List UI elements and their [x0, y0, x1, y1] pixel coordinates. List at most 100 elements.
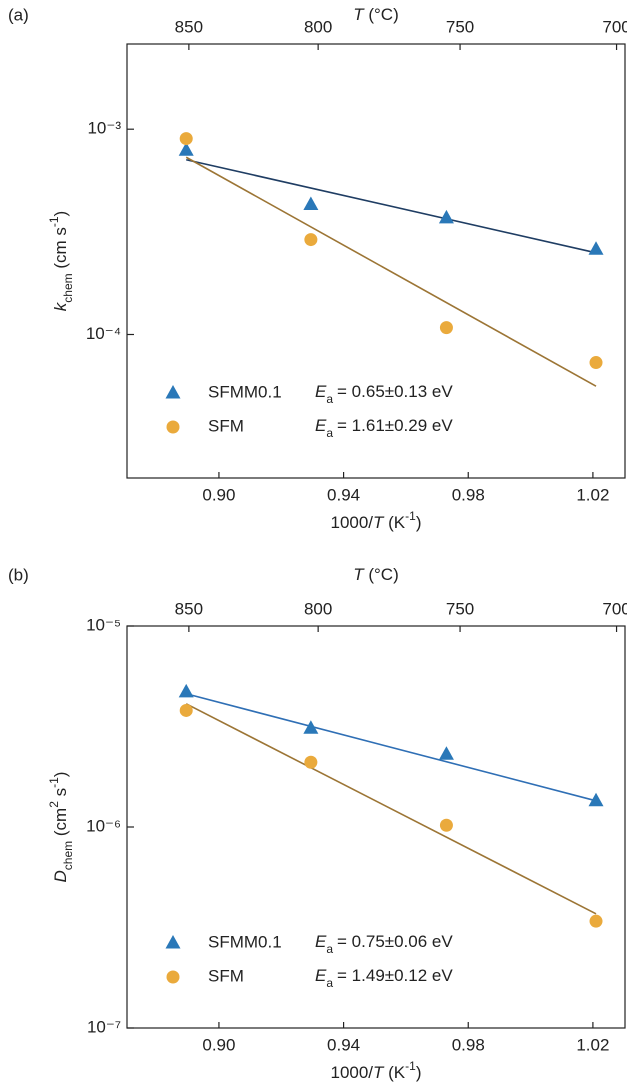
- text-part: (cm: [51, 808, 70, 841]
- legend-label: SFMM0.1: [208, 932, 282, 951]
- activation-energy: Ea = 1.61±0.29 eV: [315, 416, 453, 440]
- text-part: T: [353, 5, 365, 24]
- plot-frame: [126, 43, 626, 479]
- x2-tick-label: 700: [602, 17, 627, 36]
- circle-marker: [439, 818, 453, 832]
- circle-marker: [166, 970, 180, 984]
- circle-marker: [589, 914, 603, 928]
- text-part: T: [353, 565, 365, 584]
- panel: (b) 0.90 0.94 0.98 1.02 850 800 750 700 10⁻⁷ 10⁻⁶ 1…: [8, 565, 627, 1082]
- text-part: E: [315, 416, 327, 435]
- text-part: (°C): [364, 5, 399, 24]
- x-axis-label: 1000/T (K-1): [330, 509, 421, 532]
- text-part: T: [373, 513, 385, 532]
- panel-label: (b): [8, 565, 29, 584]
- text-part: (K: [383, 1063, 405, 1082]
- text-part: ): [51, 211, 70, 217]
- x2-tick-label: 850: [175, 17, 203, 36]
- triangle-marker: [588, 241, 604, 255]
- panel-label: (a): [8, 5, 29, 24]
- text-part: 1000/: [330, 513, 373, 532]
- y-tick-label: 10⁻⁷: [87, 1017, 121, 1036]
- text-part: T: [373, 1063, 385, 1082]
- circle-marker: [589, 356, 603, 370]
- legend-label: SFM: [208, 966, 244, 985]
- text-part: ): [416, 1063, 422, 1082]
- text-part: = 1.49±0.12 eV: [337, 966, 453, 985]
- circle-marker: [166, 420, 180, 434]
- text-part: chem: [61, 841, 75, 870]
- x2-tick-label: 700: [602, 599, 627, 618]
- text-part: (°C): [364, 565, 399, 584]
- text-part: ): [416, 513, 422, 532]
- activation-energy: Ea = 0.75±0.06 eV: [315, 932, 453, 956]
- activation-energy: Ea = 0.65±0.13 eV: [315, 382, 453, 406]
- x2-tick-label: 750: [446, 17, 474, 36]
- text-part: a: [326, 942, 333, 956]
- text-part: 2: [47, 801, 61, 808]
- x2-tick-label: 800: [304, 599, 332, 618]
- text-part: (K: [383, 513, 405, 532]
- y-tick-label: 10⁻⁵: [86, 615, 121, 634]
- x2-tick-label: 750: [446, 599, 474, 618]
- x-tick-label: 1.02: [576, 1035, 609, 1054]
- text-part: -1: [47, 216, 61, 227]
- y-tick-label: 10⁻³: [87, 119, 121, 138]
- x-tick-label: 0.98: [452, 485, 485, 504]
- text-part: chem: [61, 273, 75, 302]
- triangle-marker: [165, 935, 181, 949]
- triangle-marker: [165, 385, 181, 399]
- triangle-marker: [438, 209, 454, 224]
- text-part: ): [51, 772, 70, 778]
- triangle-marker: [178, 683, 194, 698]
- x-tick-label: 1.02: [576, 485, 609, 504]
- y-tick-label: 10⁻⁴: [86, 324, 121, 343]
- text-part: 1000/: [330, 1063, 373, 1082]
- x-axis-label: 1000/T (K-1): [330, 1059, 421, 1082]
- fit-line: [185, 703, 597, 915]
- fit-line: [186, 158, 597, 254]
- text-part: a: [326, 976, 333, 990]
- text-part: -1: [405, 1059, 416, 1073]
- text-part: = 0.65±0.13 eV: [337, 382, 453, 401]
- text-part: a: [326, 426, 333, 440]
- x-tick-label: 0.94: [327, 485, 360, 504]
- circle-marker: [304, 233, 318, 247]
- triangle-marker: [303, 196, 319, 210]
- legend-label: SFM: [208, 416, 244, 435]
- triangle-marker: [438, 746, 454, 760]
- x2-tick-label: 850: [175, 599, 203, 618]
- text-part: k: [51, 301, 70, 311]
- fit-line: [185, 156, 597, 387]
- x2-tick-label: 800: [304, 17, 332, 36]
- triangle-marker: [588, 792, 604, 807]
- legend-label: SFMM0.1: [208, 382, 282, 401]
- y-axis-label: Dchem (cm2 s-1): [47, 772, 75, 883]
- text-part: a: [326, 392, 333, 406]
- y-tick-label: 10⁻⁶: [86, 816, 121, 835]
- text-part: -1: [47, 777, 61, 788]
- x2-axis-label: T (°C): [353, 5, 399, 24]
- text-part: E: [315, 932, 327, 951]
- text-part: s: [51, 788, 70, 801]
- text-part: -1: [405, 509, 416, 523]
- circle-marker: [439, 321, 453, 335]
- fit-line: [186, 693, 597, 802]
- x-tick-label: 0.98: [452, 1035, 485, 1054]
- activation-energy: Ea = 1.49±0.12 eV: [315, 966, 453, 990]
- triangle-marker: [303, 720, 319, 734]
- text-part: E: [315, 966, 327, 985]
- x-tick-label: 0.90: [202, 485, 235, 504]
- y-axis-label: kchem (cm s-1): [47, 211, 75, 311]
- text-part: = 1.61±0.29 eV: [337, 416, 453, 435]
- panel: (a) 0.90 0.94 0.98 1.02 850 800 750 700 10⁻⁴ 10⁻³ 1…: [8, 5, 627, 532]
- text-part: E: [315, 382, 327, 401]
- x2-axis-label: T (°C): [353, 565, 399, 584]
- circle-marker: [304, 755, 318, 769]
- x-tick-label: 0.90: [202, 1035, 235, 1054]
- text-part: (cm s: [51, 227, 70, 273]
- text-part: = 0.75±0.06 eV: [337, 932, 453, 951]
- triangle-marker: [178, 142, 194, 156]
- x-tick-label: 0.94: [327, 1035, 360, 1054]
